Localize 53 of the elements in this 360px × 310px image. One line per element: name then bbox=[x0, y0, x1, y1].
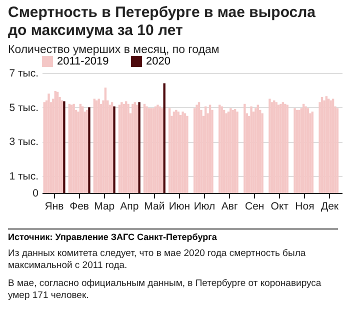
bar bbox=[86, 110, 88, 193]
x-tick-label: Дек bbox=[320, 200, 339, 212]
bar bbox=[163, 83, 166, 193]
chart-subtitle: Количество умерших в месяц, по годам bbox=[8, 44, 220, 56]
x-tick-label: Июл bbox=[194, 200, 216, 212]
bar bbox=[134, 102, 136, 193]
bar bbox=[88, 107, 90, 193]
text: Источник: Управление ЗАГС Санкт-Петербурга bbox=[8, 228, 338, 242]
legend-label: 2020 bbox=[146, 56, 170, 68]
bar bbox=[294, 108, 296, 193]
bar bbox=[118, 104, 121, 193]
bar bbox=[68, 104, 70, 193]
bar bbox=[336, 108, 339, 193]
x-tick-label: Июн bbox=[168, 200, 190, 212]
bar bbox=[60, 100, 64, 193]
y-tick-label: 3 тыс. bbox=[9, 136, 38, 148]
bar bbox=[113, 106, 116, 193]
bar bbox=[218, 104, 221, 193]
x-tick-label: Авг bbox=[221, 200, 238, 212]
bar bbox=[161, 108, 164, 193]
bar bbox=[311, 112, 314, 193]
bar bbox=[93, 98, 96, 193]
bar bbox=[186, 116, 188, 193]
bar bbox=[43, 102, 46, 193]
bar bbox=[63, 101, 66, 193]
chart-title: Смертность в Петербурге в мае выросла до максимума за 10 лет bbox=[8, 4, 316, 40]
bar bbox=[168, 108, 171, 193]
bar bbox=[143, 104, 146, 193]
bar bbox=[261, 113, 264, 193]
bar bbox=[236, 112, 238, 193]
x-tick-label: Май bbox=[144, 200, 165, 212]
bar bbox=[158, 106, 162, 193]
x-tick-label: Фев bbox=[70, 200, 90, 212]
y-tick-label: 7 тыс. bbox=[9, 68, 38, 80]
bar bbox=[244, 104, 246, 193]
x-tick-label: Сен bbox=[244, 200, 264, 212]
y-tick-label: 0 bbox=[32, 188, 39, 200]
y-tick-label: 5 тыс. bbox=[9, 102, 38, 114]
y-tick-label: 1 тыс. bbox=[9, 170, 38, 182]
legend-label: 2011-2019 bbox=[57, 56, 109, 68]
x-tick-label: Окт bbox=[270, 200, 289, 212]
bar bbox=[286, 104, 288, 193]
bar bbox=[194, 108, 196, 193]
bar bbox=[136, 104, 138, 193]
x-tick-label: Ноя bbox=[295, 200, 314, 212]
x-tick-label: Мар bbox=[94, 200, 115, 212]
bar bbox=[110, 102, 114, 193]
text: Из данных комитета следует, что в мае 2020 года смертность была максимальной с 2011 года. bbox=[8, 248, 307, 272]
bar bbox=[138, 102, 140, 193]
text: В мае, согласно официальным данным, в Петербурге от коронавируса умер 171 человек. bbox=[8, 278, 322, 302]
bar bbox=[268, 98, 271, 193]
x-tick-label: Апр bbox=[120, 200, 139, 212]
x-tick-label: Янв bbox=[44, 200, 64, 212]
